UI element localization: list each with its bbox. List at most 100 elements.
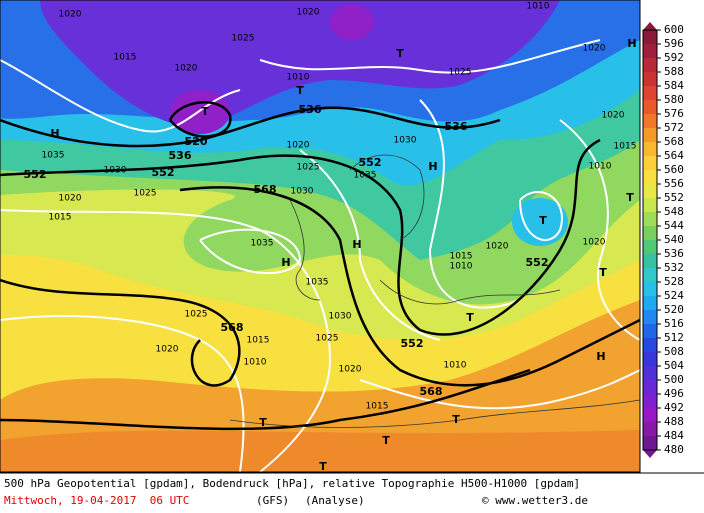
colorbar-segment: [643, 114, 657, 128]
colorbar-label: 568: [664, 135, 684, 148]
map-label: H: [50, 127, 59, 140]
map-label: 1015: [450, 252, 473, 262]
colorbar-label: 524: [664, 289, 684, 302]
map-label: T: [296, 84, 304, 97]
colorbar-segment: [643, 436, 657, 450]
colorbar-segment: [643, 352, 657, 366]
map-label: T: [382, 434, 390, 447]
map-label: 568: [221, 321, 244, 334]
colorbar-label: 560: [664, 163, 684, 176]
colorbar-segment: [643, 240, 657, 254]
map-label: T: [466, 311, 474, 324]
map-label: 1020: [59, 194, 82, 204]
footer-model: (GFS): [256, 494, 289, 507]
map-label: 1020: [583, 44, 606, 54]
colorbar-segment: [643, 310, 657, 324]
map-label: T: [201, 105, 209, 118]
map-label: 1030: [394, 136, 417, 146]
colorbar-segment: [643, 380, 657, 394]
map-label: 536: [445, 120, 468, 133]
map-label: 1015: [114, 53, 137, 63]
colorbar-label: 532: [664, 261, 684, 274]
map-label: 1030: [329, 312, 352, 322]
map-label: 568: [420, 385, 443, 398]
map-label: H: [596, 350, 605, 363]
colorbar-label: 504: [664, 359, 684, 372]
map-label: 552: [401, 337, 424, 350]
map-label: 1010: [287, 73, 310, 83]
map-label: 1020: [156, 345, 179, 355]
colorbar-label: 480: [664, 443, 684, 456]
colorbar-label: 508: [664, 345, 684, 358]
colorbar-segment: [643, 394, 657, 408]
geopotential-lines: [0, 101, 640, 431]
map-label: 536: [299, 103, 322, 116]
colorbar-label: 572: [664, 121, 684, 134]
footer-date: Mittwoch, 19-04-2017 06 UTC: [4, 494, 189, 507]
map-label: T: [396, 47, 404, 60]
map-label: 536: [169, 149, 192, 162]
colorbar-top-arrow: [643, 22, 657, 30]
colorbar-segment: [643, 268, 657, 282]
map-label: 1010: [244, 358, 267, 368]
colorbar-label: 576: [664, 107, 684, 120]
colorbar-label: 596: [664, 37, 684, 50]
colorbar-label: 548: [664, 205, 684, 218]
colorbar-segment: [643, 142, 657, 156]
colorbar-label: 516: [664, 317, 684, 330]
colorbar-segment: [643, 296, 657, 310]
isobars: [0, 39, 640, 472]
map-label: H: [281, 256, 290, 269]
colorbar-label: 544: [664, 219, 684, 232]
map-label: 1015: [366, 402, 389, 412]
map-label: T: [626, 191, 634, 204]
colorbar-segment: [643, 226, 657, 240]
map-label: T: [319, 460, 327, 473]
colorbar-segment: [643, 366, 657, 380]
colorbar-label: 528: [664, 275, 684, 288]
map-label: 1025: [134, 189, 157, 199]
colorbar-segment: [643, 100, 657, 114]
colorbar-label: 552: [664, 191, 684, 204]
footer-run: (Analyse): [305, 494, 365, 507]
colorbar-label: 588: [664, 65, 684, 78]
colorbar-segment: [643, 72, 657, 86]
colorbar-segment: [643, 58, 657, 72]
colorbar-segment: [643, 44, 657, 58]
map-label: 1010: [589, 162, 612, 172]
colorbar-bottom-arrow: [643, 450, 657, 458]
colorbar-label: 512: [664, 331, 684, 344]
map-label: 1015: [614, 142, 637, 152]
colorbar-label: 492: [664, 401, 684, 414]
colorbar-segment: [643, 282, 657, 296]
map-label: 1020: [287, 141, 310, 151]
colorbar-label: 540: [664, 233, 684, 246]
coastlines: [229, 154, 640, 428]
map-label: 1035: [42, 151, 65, 161]
map-label: 1025: [449, 68, 472, 78]
map-label: H: [428, 160, 437, 173]
colorbar-label: 496: [664, 387, 684, 400]
map-label: T: [259, 416, 267, 429]
colorbar-segment: [643, 338, 657, 352]
colorbar-segment: [643, 86, 657, 100]
footer-credit: © www.wetter3.de: [482, 494, 588, 507]
map-label: 1010: [450, 262, 473, 272]
colorbar-segment: [643, 408, 657, 422]
map-frame: [0, 0, 641, 473]
colorbar-label: 600: [664, 23, 684, 36]
colorbar-label: 556: [664, 177, 684, 190]
map-label: 1035: [251, 239, 274, 249]
map-label: 1030: [104, 166, 127, 176]
colorbar-segment: [643, 128, 657, 142]
map-label: 1020: [583, 238, 606, 248]
map-label: 1035: [306, 278, 329, 288]
map-label: 520: [185, 135, 208, 148]
map-label: 1035: [354, 171, 377, 181]
colorbar-label: 484: [664, 429, 684, 442]
map-label: 1010: [444, 361, 467, 371]
map-label: H: [352, 238, 361, 251]
colorbar-segment: [643, 198, 657, 212]
